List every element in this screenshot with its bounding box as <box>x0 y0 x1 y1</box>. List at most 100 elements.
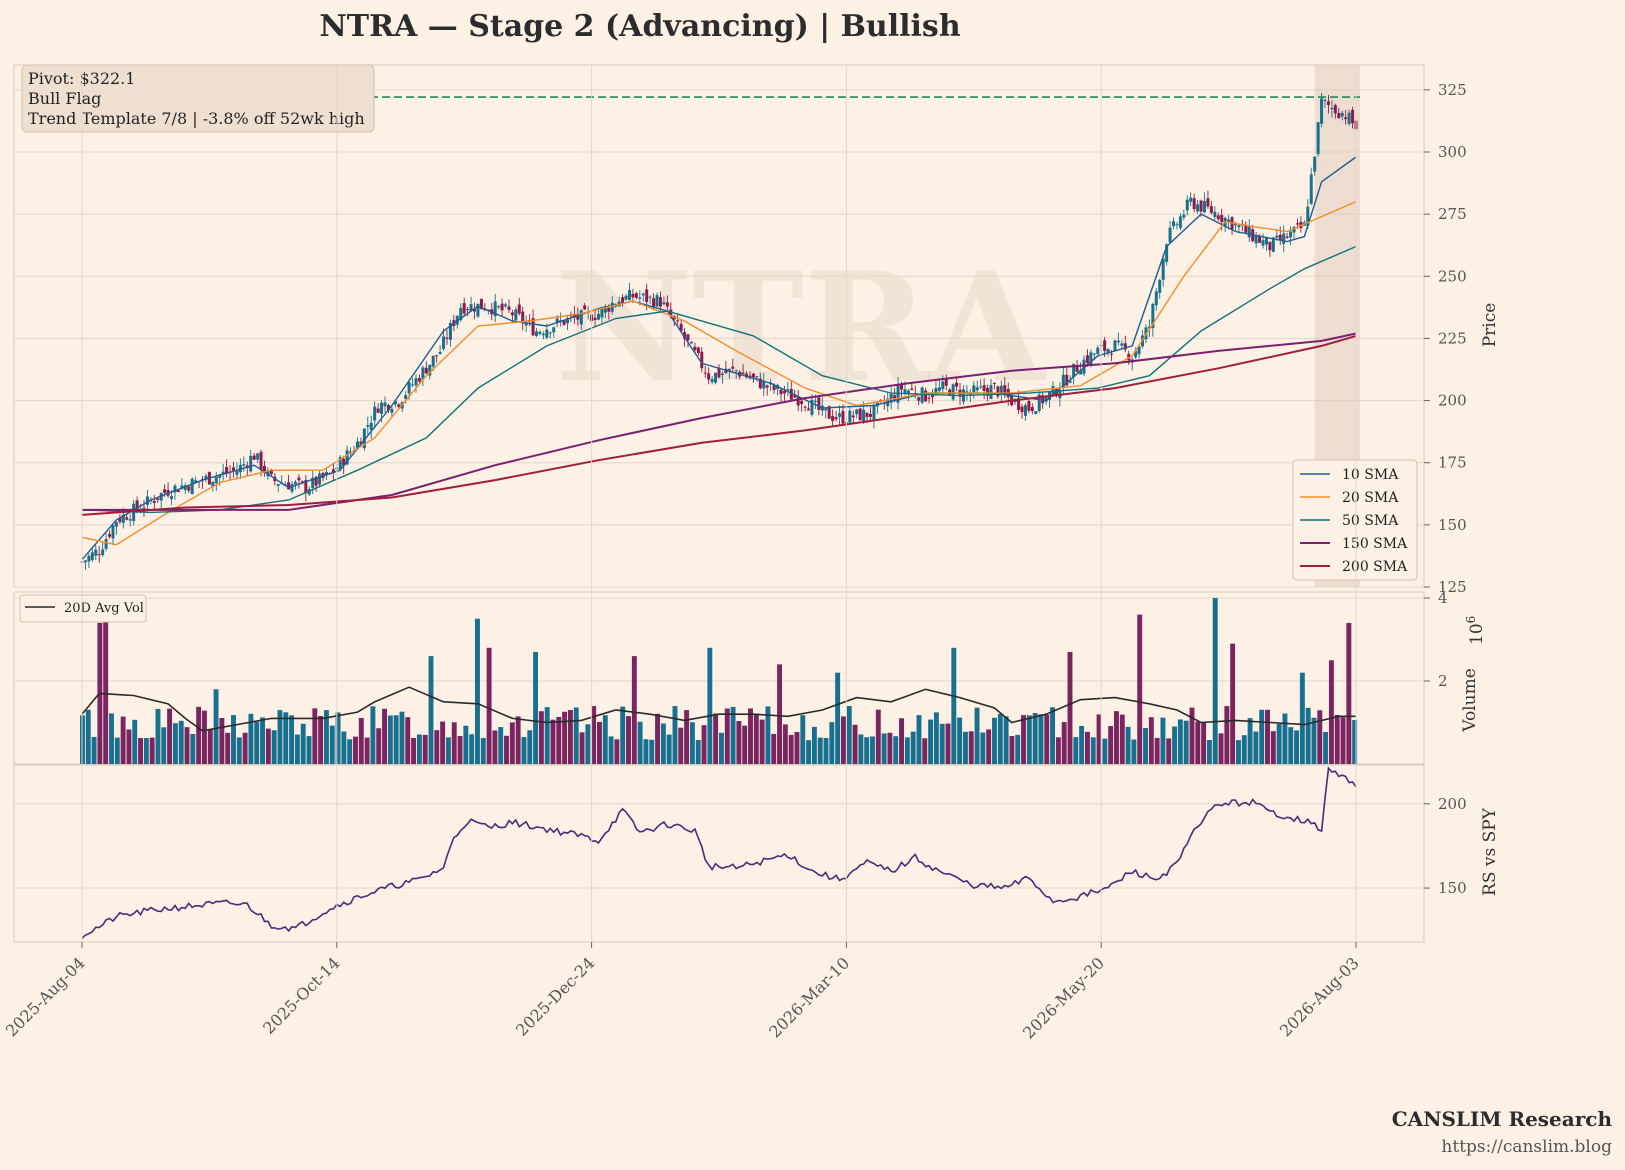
candle-body <box>982 385 986 391</box>
candle-body <box>407 382 411 394</box>
candle <box>541 331 545 340</box>
candle <box>101 541 105 557</box>
candle-body <box>930 394 934 398</box>
chart-title: NTRA — Stage 2 (Advancing) | Bullish <box>319 9 960 44</box>
candle-body <box>369 422 373 431</box>
candle <box>1137 345 1141 359</box>
volume-bar <box>597 721 602 764</box>
candle <box>714 372 718 385</box>
candle <box>1158 278 1162 299</box>
volume-scale-label: 106 <box>1464 616 1487 645</box>
candle-body <box>448 323 452 340</box>
rs-panel-frame <box>13 764 1425 943</box>
candle-body <box>858 408 862 421</box>
volume-bar <box>806 740 812 764</box>
candle-body <box>424 367 428 374</box>
candle-body <box>920 387 924 403</box>
candle-body <box>1165 244 1169 262</box>
volume-bar <box>265 728 271 764</box>
candle-body <box>1182 214 1186 218</box>
candle-body <box>1316 122 1320 154</box>
candle <box>917 396 921 406</box>
candle <box>1192 193 1196 213</box>
volume-bar <box>1038 714 1044 764</box>
volume-bar <box>602 715 608 764</box>
volume-bar <box>300 723 306 764</box>
candle-body <box>1161 258 1165 280</box>
candle <box>507 299 511 313</box>
volume-bar <box>1108 726 1114 764</box>
candle-body <box>121 514 125 523</box>
candle <box>1020 404 1024 419</box>
volume-bar <box>864 737 870 764</box>
volume-bar <box>1044 714 1050 764</box>
price-axis-label: Price <box>1480 303 1500 348</box>
x-tick-label: 2026-Mar-10 <box>765 953 853 1041</box>
candle <box>955 378 959 392</box>
candle-body <box>562 320 566 325</box>
volume-bar <box>254 721 260 764</box>
candle <box>600 306 604 325</box>
candle-body <box>824 408 828 411</box>
candle-body <box>1168 227 1172 243</box>
candle-body <box>259 451 263 470</box>
candle <box>1017 390 1021 414</box>
candle <box>521 306 525 331</box>
candle <box>665 295 669 311</box>
candle-body <box>968 393 972 396</box>
candle <box>535 328 539 338</box>
candle-body <box>1075 367 1079 372</box>
candle <box>889 387 893 410</box>
candle-body <box>287 482 291 490</box>
volume-bar <box>364 737 370 764</box>
candle-body <box>249 455 253 472</box>
candle-body <box>941 381 945 390</box>
candle-body <box>624 295 628 300</box>
candle-body <box>318 473 322 485</box>
volume-bar <box>945 723 951 764</box>
volume-bar <box>294 734 300 764</box>
candle-body <box>955 382 959 387</box>
candle <box>1168 220 1172 245</box>
volume-bar <box>387 715 393 764</box>
candle-body <box>593 317 597 320</box>
volume-bar <box>1003 716 1009 764</box>
volume-bar <box>213 689 219 764</box>
candle <box>1178 213 1182 231</box>
candle-body <box>810 399 814 415</box>
candle-body <box>817 397 821 410</box>
legend-label: 200 SMA <box>1342 559 1408 575</box>
candle <box>686 334 690 348</box>
price-grid <box>14 89 1424 588</box>
candle-body <box>807 408 811 411</box>
candle-body <box>1320 98 1324 124</box>
candle-body <box>603 306 607 313</box>
avg-vol-legend-label: 20D Avg Vol <box>64 601 144 616</box>
volume-bar <box>475 618 480 764</box>
candle-body <box>211 481 215 487</box>
candle <box>800 398 804 412</box>
volume-bar <box>643 739 649 764</box>
candle-body <box>314 476 318 486</box>
candle-body <box>693 346 697 351</box>
avg-vol-legend: 20D Avg Vol <box>19 594 147 623</box>
volume-bar <box>155 708 161 764</box>
candle-body <box>641 293 645 296</box>
candle <box>1337 107 1341 119</box>
candle <box>445 329 449 345</box>
volume-bar <box>1311 717 1317 764</box>
sma-line <box>82 332 1357 511</box>
volume-bar <box>742 725 748 764</box>
candle-body <box>476 303 480 317</box>
volume-bar <box>1177 719 1183 764</box>
candle-body <box>717 368 721 378</box>
candle-body <box>831 416 835 421</box>
candle-body <box>435 355 439 357</box>
volume-bar <box>562 711 568 764</box>
candle-body <box>256 453 260 460</box>
candle <box>841 404 845 426</box>
candle-body <box>786 389 790 391</box>
candle-body <box>173 485 177 493</box>
volume-bar <box>649 739 655 764</box>
volume-bar <box>1102 738 1108 764</box>
